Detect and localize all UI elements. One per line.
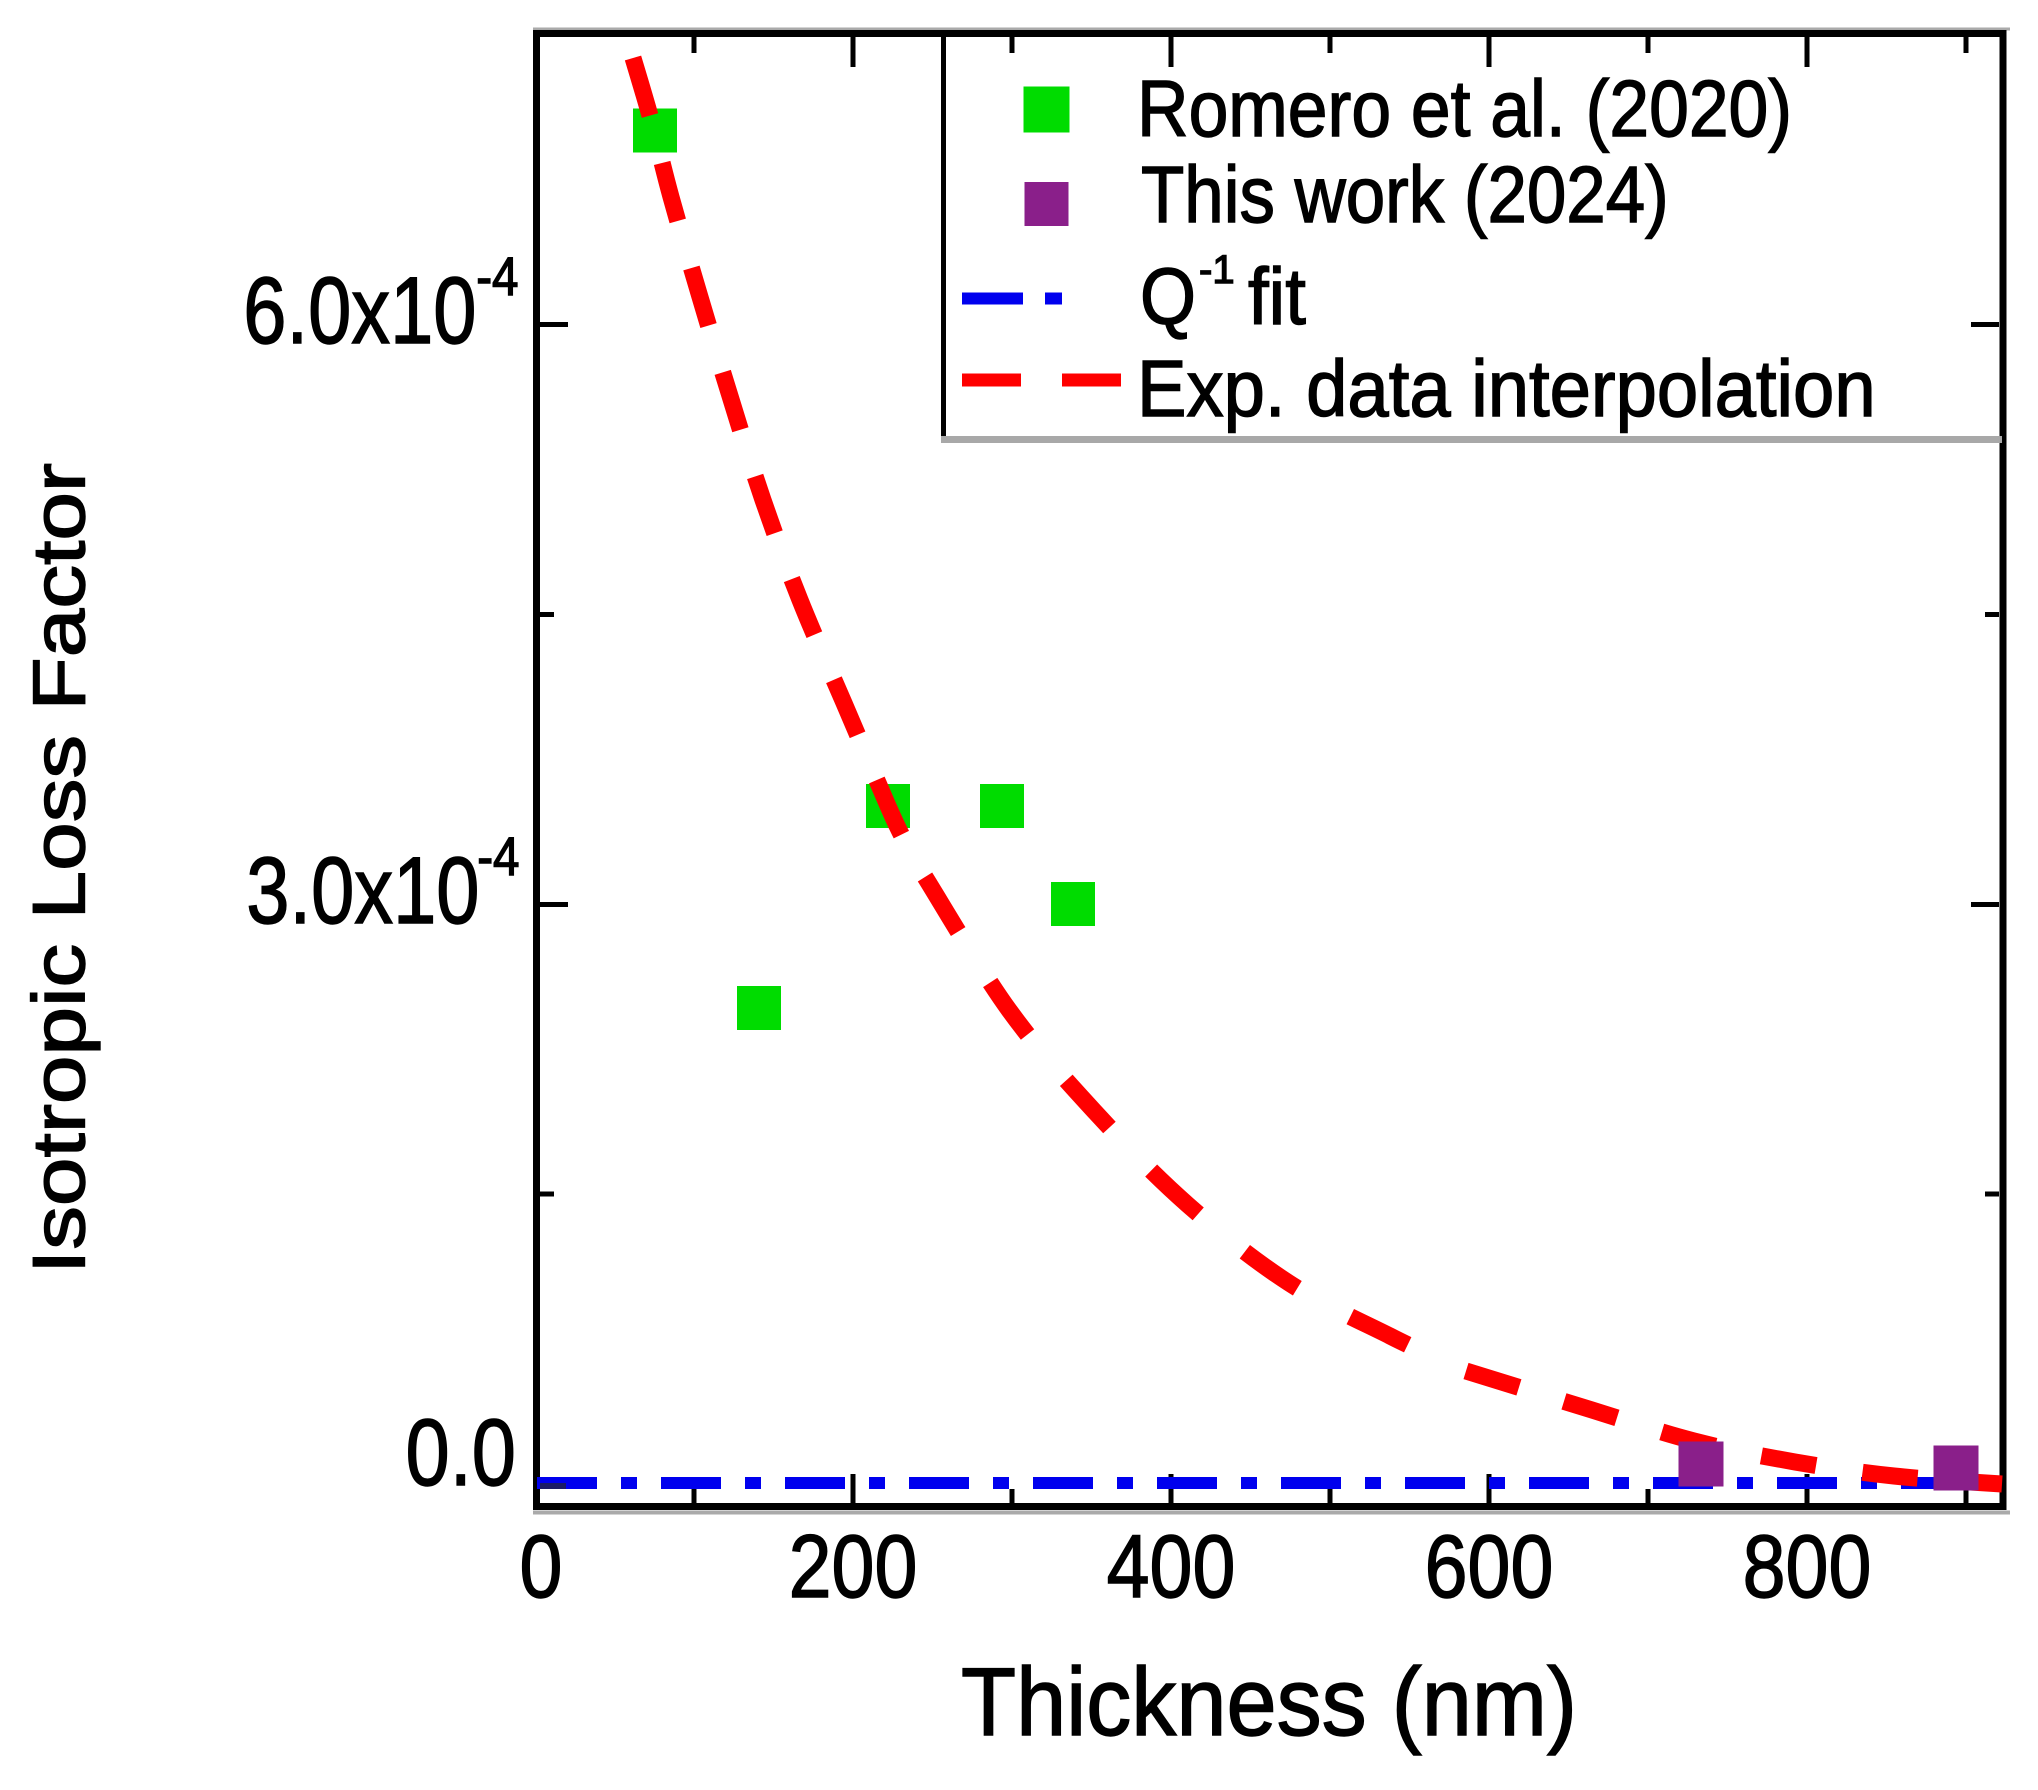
svg-text:600: 600 — [1425, 1517, 1554, 1616]
svg-text:fit: fit — [1248, 253, 1306, 342]
svg-text:Isotropic Loss Factor: Isotropic Loss Factor — [19, 463, 101, 1274]
svg-text:-1: -1 — [1199, 248, 1235, 292]
svg-text:0: 0 — [520, 1517, 563, 1616]
svg-text:Q: Q — [1140, 253, 1196, 342]
svg-text:-4: -4 — [476, 246, 518, 307]
svg-text:Romero et al. (2020): Romero et al. (2020) — [1137, 64, 1792, 154]
svg-text:3.0x10: 3.0x10 — [246, 839, 479, 944]
svg-text:200: 200 — [789, 1517, 918, 1616]
svg-text:400: 400 — [1107, 1517, 1236, 1616]
svg-text:6.0x10: 6.0x10 — [243, 259, 476, 364]
svg-text:-4: -4 — [477, 826, 519, 887]
svg-text:This work (2024): This work (2024) — [1141, 151, 1669, 240]
svg-text:0.0: 0.0 — [406, 1399, 516, 1505]
svg-text:Thickness (nm): Thickness (nm) — [961, 1648, 1577, 1755]
svg-text:Exp. data interpolation: Exp. data interpolation — [1137, 344, 1876, 433]
svg-text:800: 800 — [1743, 1517, 1872, 1616]
